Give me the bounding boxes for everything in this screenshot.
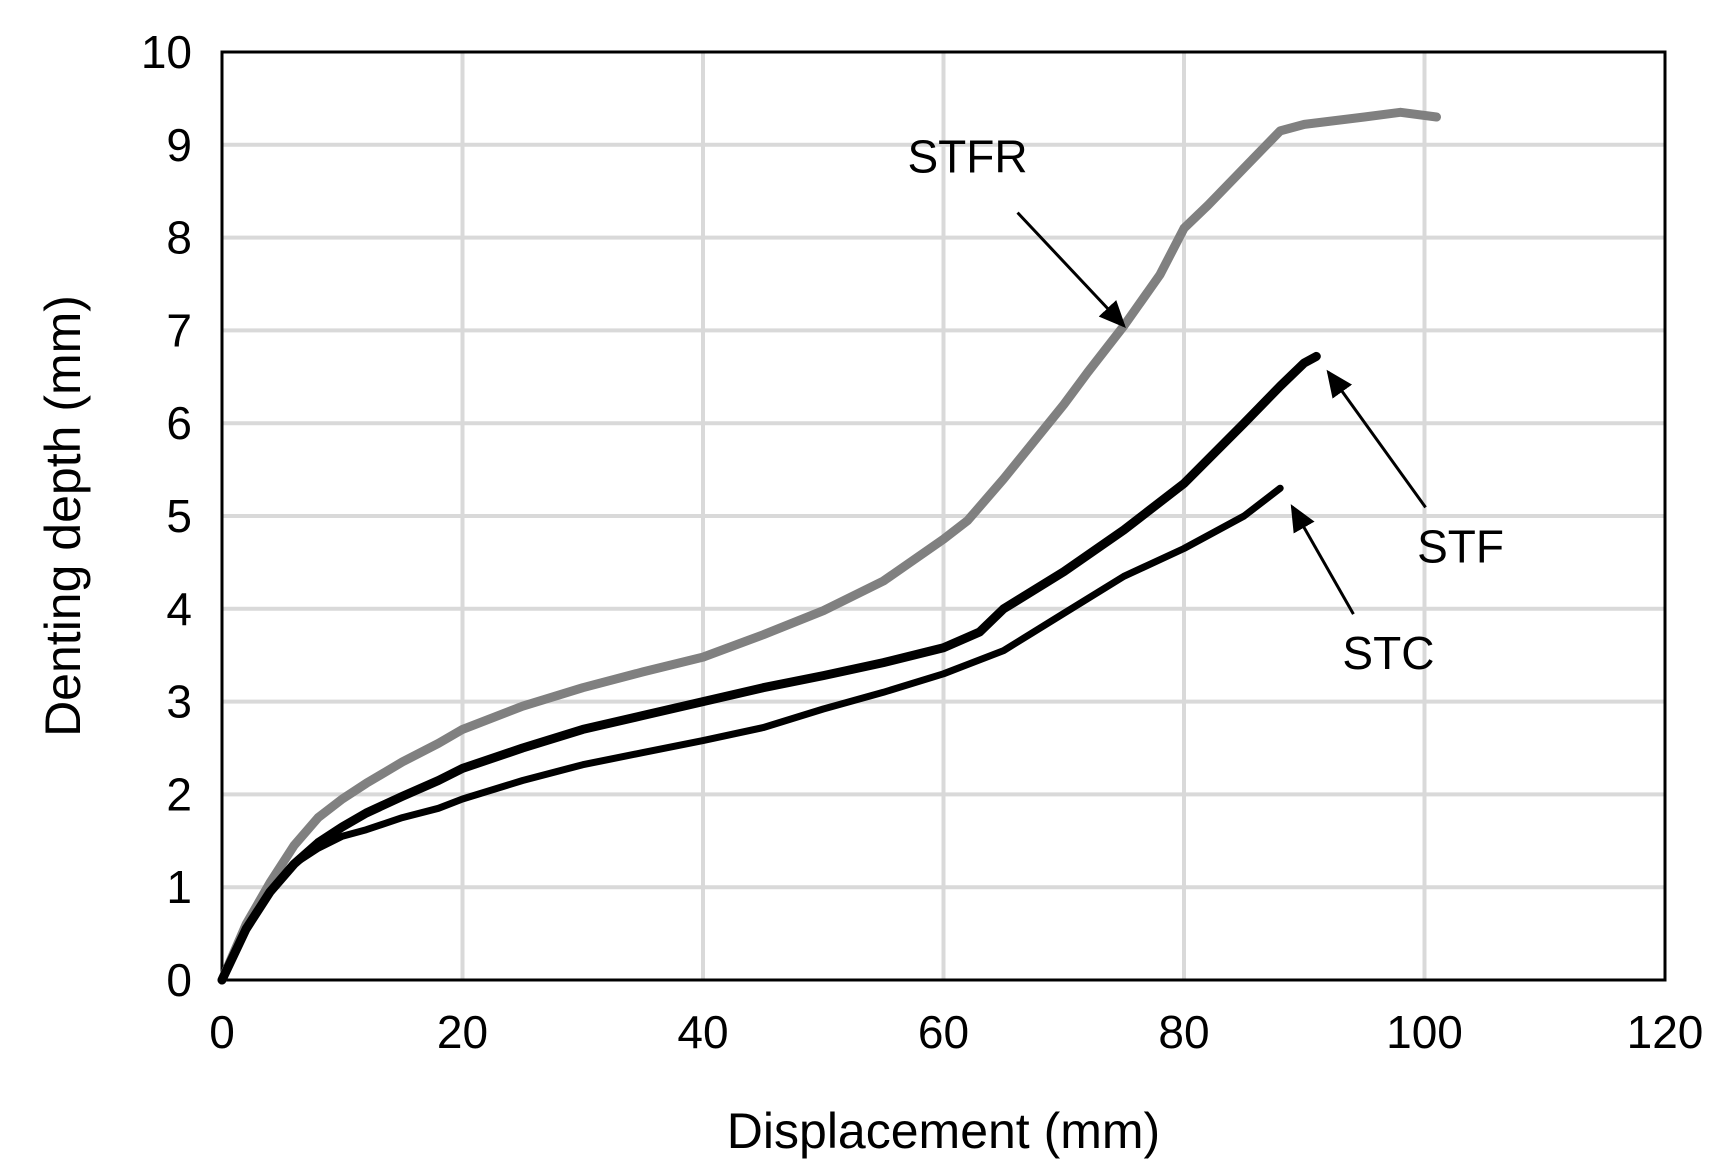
y-tick-label-10: 10 (141, 26, 192, 78)
series-layer (217, 107, 1441, 985)
series-line-stfr (217, 107, 1441, 985)
x-tick-labels: 0 20 40 60 80 100 120 (209, 1006, 1703, 1058)
annotation-layer: STFR STF STC (907, 131, 1504, 679)
x-tick-label-2: 40 (677, 1006, 728, 1058)
x-tick-label-1: 20 (437, 1006, 488, 1058)
series-label-stf: STF (1417, 520, 1504, 572)
y-tick-label-4: 4 (166, 583, 192, 635)
y-tick-label-8: 8 (166, 212, 192, 264)
y-tick-label-7: 7 (166, 304, 192, 356)
y-tick-label-5: 5 (166, 490, 192, 542)
y-tick-label-6: 6 (166, 397, 192, 449)
y-tick-label-1: 1 (166, 861, 192, 913)
series-line-stf (217, 351, 1321, 985)
x-tick-label-5: 100 (1386, 1006, 1463, 1058)
plot-area-frame (220, 50, 1667, 982)
y-tick-label-3: 3 (166, 676, 192, 728)
y-tick-label-9: 9 (166, 119, 192, 171)
series-line-stc (218, 484, 1284, 984)
series-label-stfr: STFR (907, 131, 1027, 183)
y-tick-label-0: 0 (166, 954, 192, 1006)
x-tick-label-0: 0 (209, 1006, 235, 1058)
y-tick-label-2: 2 (166, 768, 192, 820)
x-tick-label-4: 80 (1158, 1006, 1209, 1058)
x-tick-label-6: 120 (1627, 1006, 1704, 1058)
series-label-stc: STC (1342, 627, 1434, 679)
x-tick-label-3: 60 (918, 1006, 969, 1058)
x-axis-title: Displacement (mm) (727, 1103, 1160, 1159)
y-axis-title: Denting depth (mm) (35, 295, 91, 737)
arrow-stfr (1016, 211, 1126, 328)
y-tick-labels: 0 1 2 3 4 5 6 7 8 9 10 (141, 26, 192, 1006)
y-gridlines (222, 142, 1665, 890)
arrow-stf (1326, 369, 1427, 509)
arrow-stc (1290, 504, 1355, 615)
